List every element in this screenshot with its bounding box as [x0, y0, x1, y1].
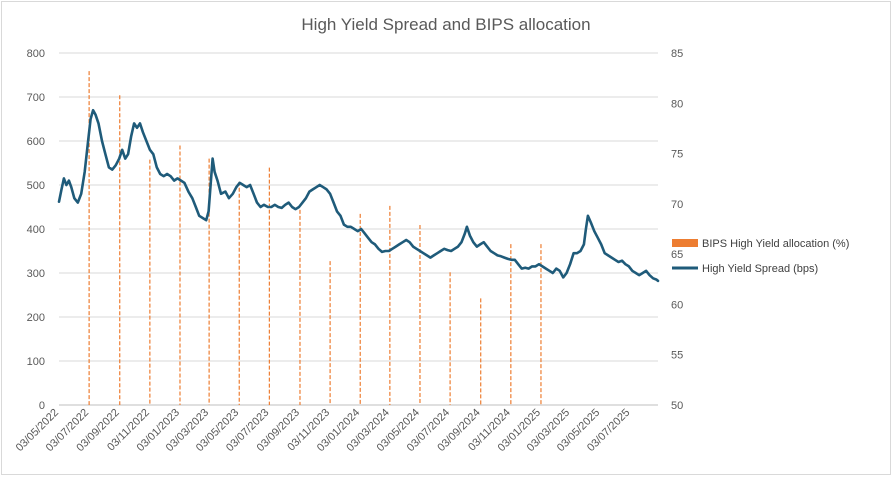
left-tick-label: 200	[27, 312, 45, 324]
allocation-bars	[88, 71, 542, 405]
right-tick-label: 50	[671, 400, 683, 412]
right-tick-label: 75	[671, 149, 683, 161]
spread-line	[57, 108, 660, 283]
left-tick-label: 100	[27, 356, 45, 368]
spread-line-group	[57, 108, 660, 283]
right-axis: 50 55 60 65 70 75 80 85	[671, 48, 683, 412]
right-tick-label: 65	[671, 249, 683, 261]
x-axis: 03/05/202203/07/202203/09/202203/11/2022…	[14, 407, 633, 454]
right-tick-label: 80	[671, 98, 683, 110]
left-tick-label: 700	[27, 92, 45, 104]
left-tick-label: 500	[27, 180, 45, 192]
left-tick-label: 600	[27, 136, 45, 148]
left-tick-label: 300	[27, 268, 45, 280]
left-tick-label: 800	[27, 48, 45, 60]
right-tick-label: 70	[671, 199, 683, 211]
left-tick-label: 0	[39, 400, 45, 412]
legend-swatch-allocation	[672, 239, 698, 247]
right-tick-label: 85	[671, 48, 683, 60]
legend-label-spread: High Yield Spread (bps)	[702, 263, 818, 275]
left-tick-label: 400	[27, 224, 45, 236]
left-axis: 0 100 200 300 400 500 600 700 800	[27, 48, 45, 412]
chart-title: High Yield Spread and BIPS allocation	[301, 15, 590, 34]
legend: BIPS High Yield allocation (%) High Yiel…	[672, 238, 849, 275]
gridlines	[59, 52, 658, 406]
right-tick-label: 55	[671, 350, 683, 362]
legend-label-allocation: BIPS High Yield allocation (%)	[702, 238, 849, 250]
right-tick-label: 60	[671, 299, 683, 311]
